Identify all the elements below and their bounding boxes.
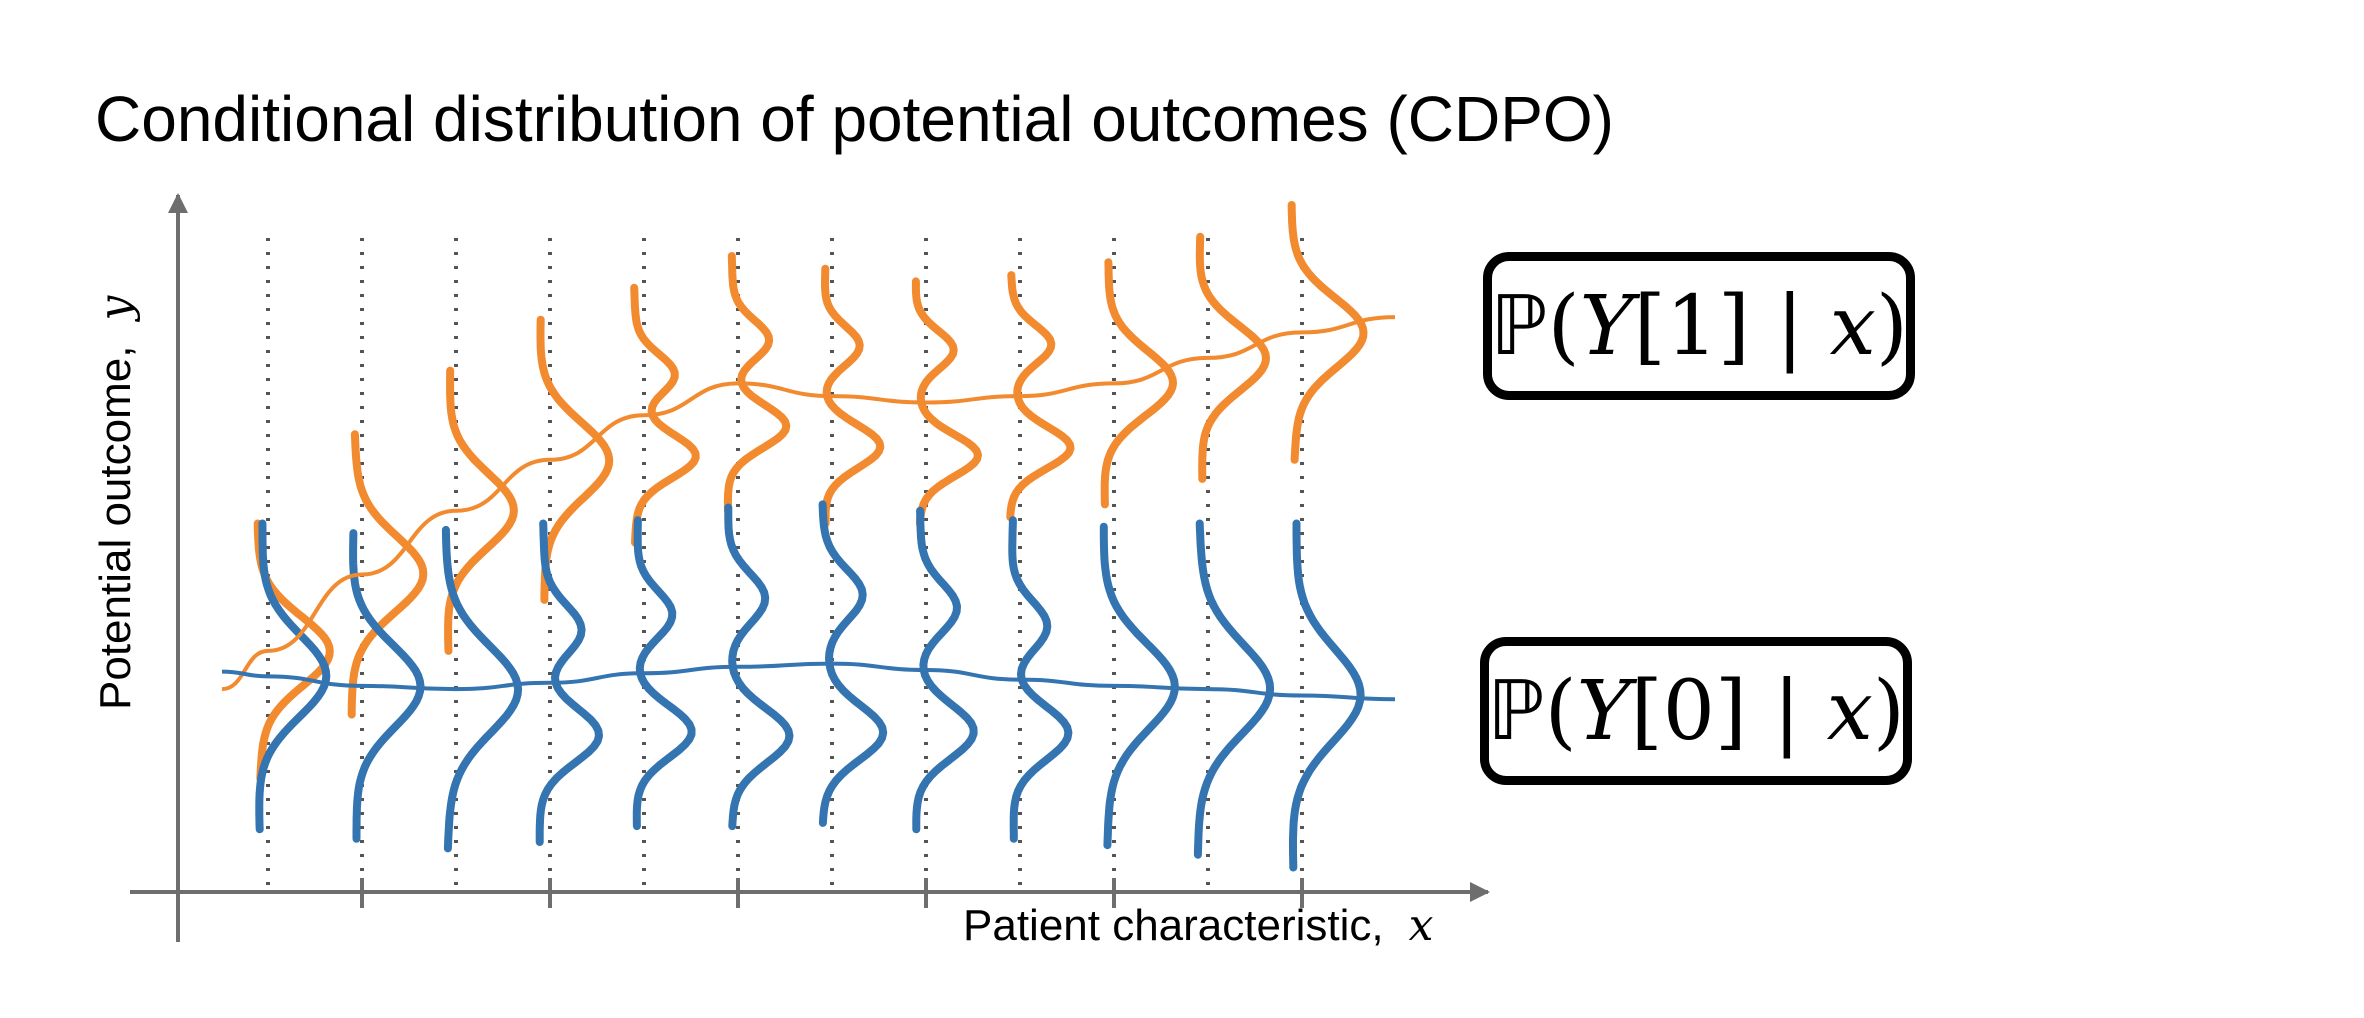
treated-density-3 [444,366,518,655]
x-axis-variable: x [1409,900,1434,951]
legend-control-close: ) [1872,663,1905,759]
legend-treated-close: ) [1875,278,1908,374]
legend-control-prob-symbol: ℙ [1487,663,1545,759]
y-axis-variable: y [90,295,141,323]
density-curves [253,201,1368,872]
control-density-11 [1193,519,1275,859]
control-density-2 [349,529,425,843]
legend-treated-open: ( [1547,278,1580,374]
svg-text:Patient characteristic, x: Patient characteristic, x [963,900,1434,951]
control-density-3 [441,525,523,853]
legend-control-var: Y [1576,663,1631,759]
legend-treated-cond: x [1829,278,1876,374]
treated-mean-curve [221,315,1396,692]
legend-treated-bar: | [1749,278,1830,374]
axes [130,193,1490,942]
legend-control-index: [0] [1630,663,1747,759]
mean-curves [221,315,1396,702]
legend-treated-box: ℙ(Y [1] | x) [1483,252,1915,400]
treated-density-10 [1100,258,1177,509]
treated-density-12 [1287,201,1368,464]
legend-control-open: ( [1544,663,1577,759]
legend-control-cond: x [1826,663,1873,759]
y-axis-label: Potential outcome, [91,346,140,710]
control-density-1 [255,519,331,834]
legend-treated-var: Y [1579,278,1634,374]
svg-text:Potential outcome, y: Potential outcome, y [90,295,141,710]
legend-treated-index: [1] [1633,278,1750,374]
legend-treated-prob-symbol: ℙ [1490,278,1548,374]
control-density-10 [1099,522,1179,850]
legend-control-box: ℙ(Y [0] | x) [1480,637,1912,785]
control-mean-curve [221,661,1396,702]
chart-title: Conditional distribution of potential ou… [95,83,1614,155]
treated-density-2 [347,430,428,719]
x-axis-label: Patient characteristic, [963,901,1384,950]
treated-density-11 [1195,232,1270,483]
control-density-12 [1289,519,1365,872]
legend-control-bar: | [1746,663,1827,759]
